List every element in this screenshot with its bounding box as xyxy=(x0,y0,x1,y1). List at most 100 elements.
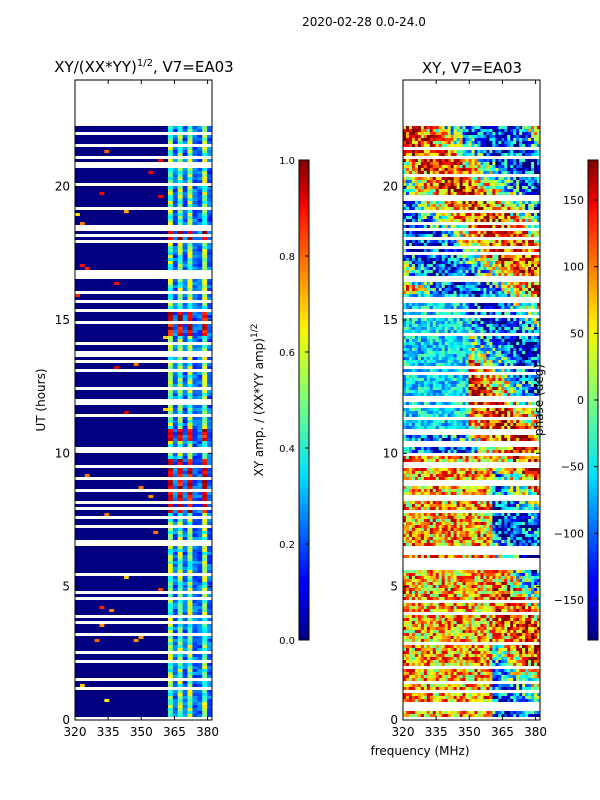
heatmap-cell xyxy=(75,654,81,657)
heatmap-cell xyxy=(128,381,135,384)
heatmap-cell xyxy=(123,204,130,207)
heatmap-cell xyxy=(172,297,179,300)
heatmap-cell xyxy=(483,678,487,681)
heatmap-cell xyxy=(138,486,144,489)
heatmap-cell xyxy=(167,216,174,219)
heatmap-cell xyxy=(441,675,446,678)
heatmap-cell xyxy=(123,666,130,669)
heatmap-cell xyxy=(94,537,100,540)
heatmap-cell xyxy=(207,576,213,579)
heatmap-cell xyxy=(471,684,475,687)
heatmap-cell xyxy=(143,330,149,333)
heatmap-cell xyxy=(177,378,184,381)
heatmap-cell xyxy=(158,372,164,375)
heatmap-cell xyxy=(192,513,198,516)
heatmap-cell xyxy=(202,189,208,192)
heatmap-cell xyxy=(202,219,208,222)
heatmap-cell xyxy=(158,186,164,189)
heatmap-cell xyxy=(114,624,120,627)
heatmap-cell xyxy=(94,417,100,420)
heatmap-cell xyxy=(163,627,169,630)
heatmap-cell xyxy=(177,510,184,513)
heatmap-cell xyxy=(133,333,139,336)
heatmap-cell xyxy=(207,249,213,252)
heatmap-cell xyxy=(104,219,110,222)
heatmap-cell xyxy=(172,264,179,267)
heatmap-cell xyxy=(192,654,198,657)
heatmap-cell xyxy=(75,438,81,441)
heatmap-cell xyxy=(148,243,154,246)
heatmap-cell xyxy=(158,453,164,456)
heatmap-cell xyxy=(163,243,169,246)
heatmap-cell xyxy=(75,645,81,648)
heatmap-cell xyxy=(79,417,86,420)
heatmap-cell xyxy=(158,603,164,606)
heatmap-cell xyxy=(177,552,184,555)
heatmap-cell xyxy=(158,264,164,267)
heatmap-cell xyxy=(158,696,164,699)
heatmap-cell xyxy=(405,672,410,675)
heatmap-cell xyxy=(138,219,144,222)
heatmap-cell xyxy=(89,294,95,297)
heatmap-cell xyxy=(84,606,91,609)
heatmap-cell xyxy=(148,564,154,567)
heatmap-cell xyxy=(128,192,135,195)
heatmap-cell xyxy=(148,237,154,240)
heatmap-cell xyxy=(486,654,490,657)
heatmap-cell xyxy=(163,153,169,156)
heatmap-cell xyxy=(202,363,208,366)
heatmap-cell xyxy=(84,408,91,411)
heatmap-cell xyxy=(423,693,428,696)
heatmap-cell xyxy=(75,675,81,678)
heatmap-cell xyxy=(89,267,95,270)
heatmap-cell xyxy=(94,444,100,447)
heatmap-cell xyxy=(182,141,188,144)
heatmap-cell xyxy=(187,642,193,645)
heatmap-cell xyxy=(119,630,125,633)
heatmap-cell xyxy=(177,345,184,348)
heatmap-cell xyxy=(182,261,188,264)
heatmap-cell xyxy=(187,495,193,498)
heatmap-cell xyxy=(89,432,95,435)
heatmap-cell xyxy=(182,204,188,207)
heatmap-cell xyxy=(158,381,164,384)
heatmap-cell xyxy=(163,339,169,342)
heatmap-cell xyxy=(79,459,86,462)
heatmap-cell xyxy=(109,135,115,138)
heatmap-cell xyxy=(477,684,481,687)
heatmap-cell xyxy=(114,192,120,195)
heatmap-cell xyxy=(207,528,213,531)
heatmap-cell xyxy=(94,432,100,435)
heatmap-cell xyxy=(148,558,154,561)
heatmap-cell xyxy=(143,582,149,585)
heatmap-cell xyxy=(432,654,437,657)
heatmap-cell xyxy=(187,141,193,144)
heatmap-cell xyxy=(148,552,154,555)
heatmap-cell xyxy=(123,150,130,153)
heatmap-cell xyxy=(109,216,115,219)
heatmap-cell xyxy=(123,600,130,603)
heatmap-cell xyxy=(153,345,159,348)
heatmap-cell xyxy=(197,561,203,564)
heatmap-cell xyxy=(75,390,81,393)
heatmap-cell xyxy=(99,231,105,234)
heatmap-cell xyxy=(202,324,208,327)
heatmap-cell xyxy=(143,504,149,507)
heatmap-cell xyxy=(79,192,86,195)
heatmap-cell xyxy=(75,546,81,549)
heatmap-cell xyxy=(114,171,120,174)
heatmap-cell xyxy=(75,261,81,264)
heatmap-cell xyxy=(426,672,431,675)
heatmap-cell xyxy=(109,441,115,444)
heatmap-cell xyxy=(510,699,514,702)
heatmap-cell xyxy=(513,651,517,654)
heatmap-cell xyxy=(177,648,184,651)
heatmap-cell xyxy=(182,654,188,657)
heatmap-cell xyxy=(486,687,490,690)
heatmap-cell xyxy=(119,282,125,285)
heatmap-cell xyxy=(197,330,203,333)
heatmap-cell xyxy=(148,618,154,621)
heatmap-cell xyxy=(94,318,100,321)
heatmap-cell xyxy=(138,429,144,432)
heatmap-cell xyxy=(148,171,154,174)
